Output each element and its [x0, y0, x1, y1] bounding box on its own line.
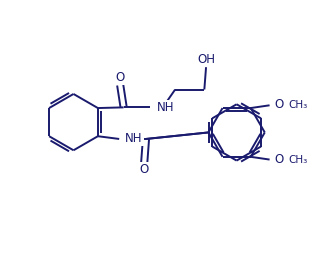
Text: O: O	[275, 153, 284, 166]
Text: OH: OH	[198, 53, 216, 66]
Text: O: O	[139, 163, 149, 176]
Text: CH₃: CH₃	[289, 155, 308, 165]
Text: NH: NH	[157, 101, 174, 114]
Text: O: O	[115, 71, 125, 84]
Text: NH: NH	[125, 132, 143, 146]
Text: O: O	[275, 98, 284, 111]
Text: CH₃: CH₃	[289, 100, 308, 110]
